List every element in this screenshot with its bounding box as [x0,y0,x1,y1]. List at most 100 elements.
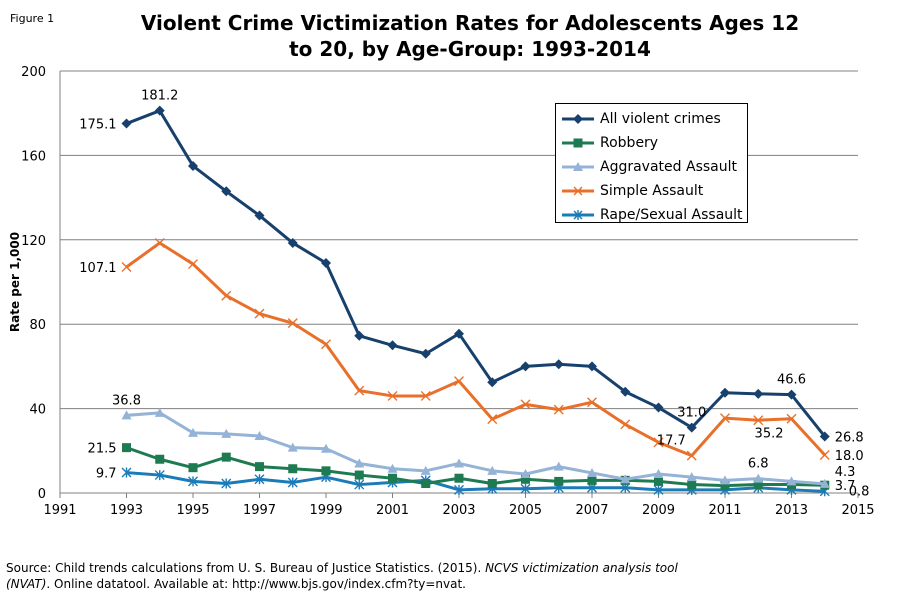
data-point [753,388,764,399]
legend-label: Aggravated Assault [600,159,737,175]
data-label: 175.1 [79,118,116,133]
series-line [125,241,826,458]
data-point [287,237,298,248]
data-point [387,463,398,473]
chart-title: Violent Crime Victimization Rates for Ad… [60,10,880,62]
data-point [454,376,464,387]
data-point [454,328,464,339]
data-label: 35.2 [755,427,784,442]
x-tick-label: 1991 [43,503,76,518]
source-italic-2: (NVAT) [6,577,47,591]
data-point [686,472,697,482]
data-point [720,387,730,398]
data-point [354,479,365,490]
data-point [819,431,830,442]
data-point [653,402,664,413]
data-label: 26.8 [835,430,864,445]
data-point [387,390,398,401]
data-point [421,479,431,489]
data-point [753,473,764,483]
data-point [653,437,664,448]
data-point [554,476,564,486]
x-tick-label: 2013 [775,503,808,518]
source-suffix: . Online datatool. Available at: http://… [46,577,466,591]
data-point [653,484,664,495]
data-point [188,259,198,270]
legend-marker [573,162,583,171]
data-point [287,477,298,488]
source-prefix: Source: Child trends calculations from U… [6,561,486,575]
x-tick-label: 1995 [176,503,209,518]
data-point [753,480,763,490]
data-label: 17.7 [657,434,686,449]
data-point [786,413,797,424]
data-label: 21.5 [88,442,117,457]
data-point [188,427,198,437]
data-point [819,478,830,488]
data-point [521,474,530,484]
data-point [420,390,431,401]
data-point [254,210,265,221]
data-label: 6.8 [748,457,769,472]
series-line [125,109,826,438]
data-point [786,389,797,400]
legend-item: Aggravated Assault [560,155,747,179]
data-point [487,377,498,388]
data-point [221,428,232,438]
data-point [553,461,564,471]
data-label: 9.7 [96,467,117,482]
data-point [354,470,364,480]
data-point [620,419,631,430]
legend-marker [573,138,583,148]
data-point [221,186,232,197]
data-point [620,474,631,484]
data-point [620,386,631,397]
data-label: 3.7 [835,479,856,494]
legend-swatch [562,114,594,124]
y-tick-label: 200 [21,65,46,80]
legend-label: Rape/Sexual Assault [600,207,743,223]
source-note: Source: Child trends calculations from U… [6,560,886,592]
data-point [487,414,498,425]
data-point [587,467,597,477]
legend-item: Simple Assault [560,179,747,203]
data-point [254,474,265,485]
data-point [687,480,697,490]
data-point [254,431,265,441]
chart-title-line2: to 20, by Age-Group: 1993-2014 [289,37,651,61]
data-point [520,399,531,410]
data-point [154,237,165,248]
data-point [420,348,431,359]
data-point [354,330,365,341]
data-point [720,481,730,491]
data-label: 18.0 [835,449,864,464]
y-axis-label: Rate per 1,000 [8,232,22,332]
legend-item: Rape/Sexual Assault [560,203,747,227]
data-point [121,262,132,273]
data-label: 36.8 [112,393,141,408]
data-point [520,483,531,494]
data-point [154,407,165,417]
data-point [255,462,264,472]
legend-item: All violent crimes [560,107,747,131]
data-point [287,442,298,452]
chart-title-line1: Violent Crime Victimization Rates for Ad… [140,11,800,35]
data-point [686,450,697,461]
data-point [553,359,564,370]
data-point [487,465,498,475]
data-point [520,469,531,479]
data-point [321,443,331,453]
series-line [126,471,825,493]
x-tick-label: 2015 [841,503,874,518]
data-point [720,475,730,485]
x-tick-label: 1993 [110,503,143,518]
data-point [121,118,132,129]
data-point [121,467,132,478]
data-point [454,473,464,483]
data-label: 181.2 [141,89,178,104]
y-tick-label: 80 [29,318,46,333]
data-point [122,443,131,453]
legend-swatch [562,186,594,196]
data-point [520,361,531,372]
